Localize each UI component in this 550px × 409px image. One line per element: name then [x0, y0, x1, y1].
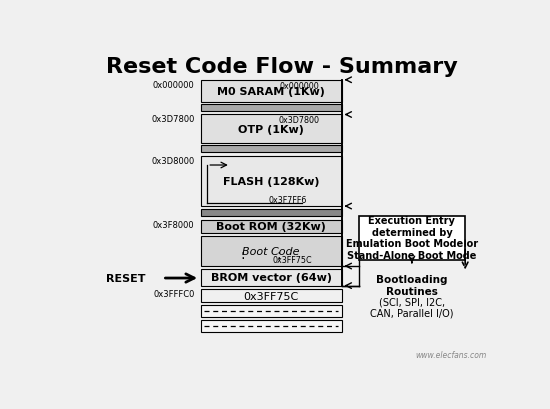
Bar: [359, 216, 465, 260]
Text: 0x000000: 0x000000: [153, 81, 195, 90]
Bar: [201, 321, 342, 333]
Bar: [201, 306, 342, 317]
Text: :: :: [241, 247, 245, 261]
Bar: [201, 270, 342, 286]
Bar: [201, 115, 342, 144]
Text: 0x3D7800: 0x3D7800: [279, 116, 320, 125]
Text: 0x3FF75C: 0x3FF75C: [272, 255, 312, 264]
Text: Boot Code: Boot Code: [243, 247, 300, 256]
Bar: [201, 289, 342, 303]
Bar: [201, 209, 342, 217]
Text: :: :: [276, 247, 280, 261]
Text: 0x3D8000: 0x3D8000: [151, 156, 195, 165]
Bar: [201, 220, 342, 233]
Bar: [201, 236, 342, 266]
Text: 0x3F7FF6: 0x3F7FF6: [269, 195, 307, 204]
Text: Bootloading
Routines: Bootloading Routines: [376, 274, 448, 296]
Text: 0x3D7800: 0x3D7800: [151, 115, 195, 124]
Text: Reset Code Flow - Summary: Reset Code Flow - Summary: [106, 57, 458, 77]
Text: RESET: RESET: [106, 273, 145, 283]
Text: Execution Entry
determined by
Emulation Boot Mode or
Stand-Alone Boot Mode: Execution Entry determined by Emulation …: [346, 216, 478, 261]
Text: 0x3FF75C: 0x3FF75C: [244, 291, 299, 301]
Text: M0 SARAM (1Kw): M0 SARAM (1Kw): [217, 87, 325, 97]
Text: Boot ROM (32Kw): Boot ROM (32Kw): [216, 222, 326, 231]
Text: FLASH (128Kw): FLASH (128Kw): [223, 176, 320, 187]
Text: 0x3F8000: 0x3F8000: [153, 220, 195, 229]
Bar: [201, 81, 342, 103]
Text: (SCI, SPI, I2C,
CAN, Parallel I/O): (SCI, SPI, I2C, CAN, Parallel I/O): [370, 296, 454, 318]
Text: www.elecfans.com: www.elecfans.com: [415, 350, 486, 359]
Text: BROM vector (64w): BROM vector (64w): [211, 273, 332, 283]
Text: 0x3FFFC0: 0x3FFFC0: [153, 289, 195, 298]
Bar: [201, 156, 342, 207]
Text: OTP (1Kw): OTP (1Kw): [238, 124, 304, 135]
Bar: [201, 105, 342, 112]
Bar: [201, 146, 342, 153]
Text: 0x000000: 0x000000: [279, 81, 319, 90]
